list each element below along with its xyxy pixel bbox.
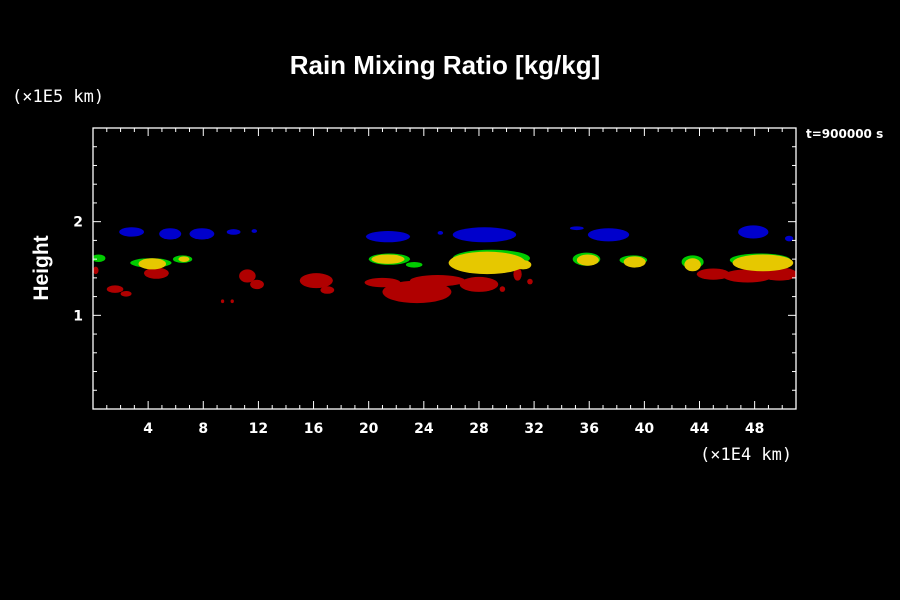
rain-blob-blue xyxy=(159,228,182,240)
y-axis-unit: (×1E5 km) xyxy=(12,87,104,107)
rain-blob-red xyxy=(120,290,132,297)
rain-field xyxy=(93,225,796,304)
rain-blob-blue xyxy=(119,227,145,237)
y-tick-label: 2 xyxy=(73,215,83,231)
rain-blob-red xyxy=(239,269,256,283)
rain-blob-yellow xyxy=(371,254,405,264)
x-tick-label: 24 xyxy=(414,421,434,437)
plot-frame xyxy=(92,127,797,410)
x-tick-label: 40 xyxy=(635,421,655,437)
rain-blob-red xyxy=(513,267,522,281)
rain-blob-blue xyxy=(437,231,444,235)
rain-blob-blue xyxy=(569,226,584,231)
chart-title: Rain Mixing Ratio [kg/kg] xyxy=(290,50,601,80)
rain-blob-yellow xyxy=(448,251,526,275)
rain-blob-green xyxy=(93,254,106,262)
rain-blob-blue xyxy=(365,231,411,243)
rain-blob-yellow xyxy=(576,254,599,266)
x-tick-label: 36 xyxy=(579,421,598,437)
rain-blob-red xyxy=(382,280,452,304)
rain-blob-yellow xyxy=(732,254,794,272)
x-tick-label: 8 xyxy=(198,421,208,437)
rain-blob-red xyxy=(527,278,533,285)
rain-blob-red xyxy=(93,266,99,275)
x-axis-unit: (×1E4 km) xyxy=(700,445,792,465)
rain-blob-red xyxy=(250,279,264,290)
rain-blob-yellow xyxy=(514,260,532,270)
y-tick-label: 1 xyxy=(73,308,83,324)
rain-blob-red xyxy=(144,267,169,279)
y-axis-label: Height xyxy=(30,235,53,300)
rain-blob-yellow xyxy=(178,256,190,262)
x-tick-label: 20 xyxy=(359,421,379,437)
rain-blob-blue xyxy=(587,228,630,242)
rain-blob-red xyxy=(459,276,499,292)
rain-blob-red xyxy=(722,269,773,283)
rain-blob-blue xyxy=(738,225,769,239)
rain-blob-red xyxy=(696,268,730,280)
x-tick-label: 32 xyxy=(524,421,543,437)
rain-blob-yellow xyxy=(684,258,701,272)
rain-blob-blue xyxy=(784,235,794,242)
rain-blob-blue xyxy=(189,228,215,240)
x-tick-label: 12 xyxy=(249,421,268,437)
rain-blob-yellow xyxy=(623,256,646,268)
rain-blob-yellow xyxy=(138,258,167,270)
x-tick-label: 4 xyxy=(143,421,153,437)
rain-blob-green xyxy=(405,261,423,268)
rain-blob-red xyxy=(410,275,466,287)
rain-blob-red xyxy=(299,273,333,289)
rain-blob-red xyxy=(106,285,124,293)
rain-blob-blue xyxy=(452,227,517,243)
rain-blob-red xyxy=(230,299,234,304)
rain-blob-red xyxy=(320,286,335,294)
time-label: t=900000 s xyxy=(806,127,883,141)
rain-blob-red xyxy=(499,286,506,292)
rain-blob-blue xyxy=(226,229,241,235)
x-tick-label: 48 xyxy=(745,421,764,437)
rain-blob-red xyxy=(220,299,225,304)
x-tick-label: 44 xyxy=(690,421,710,437)
x-tick-label: 16 xyxy=(304,421,323,437)
rain-blob-blue xyxy=(251,229,258,233)
x-tick-label: 28 xyxy=(469,421,488,437)
